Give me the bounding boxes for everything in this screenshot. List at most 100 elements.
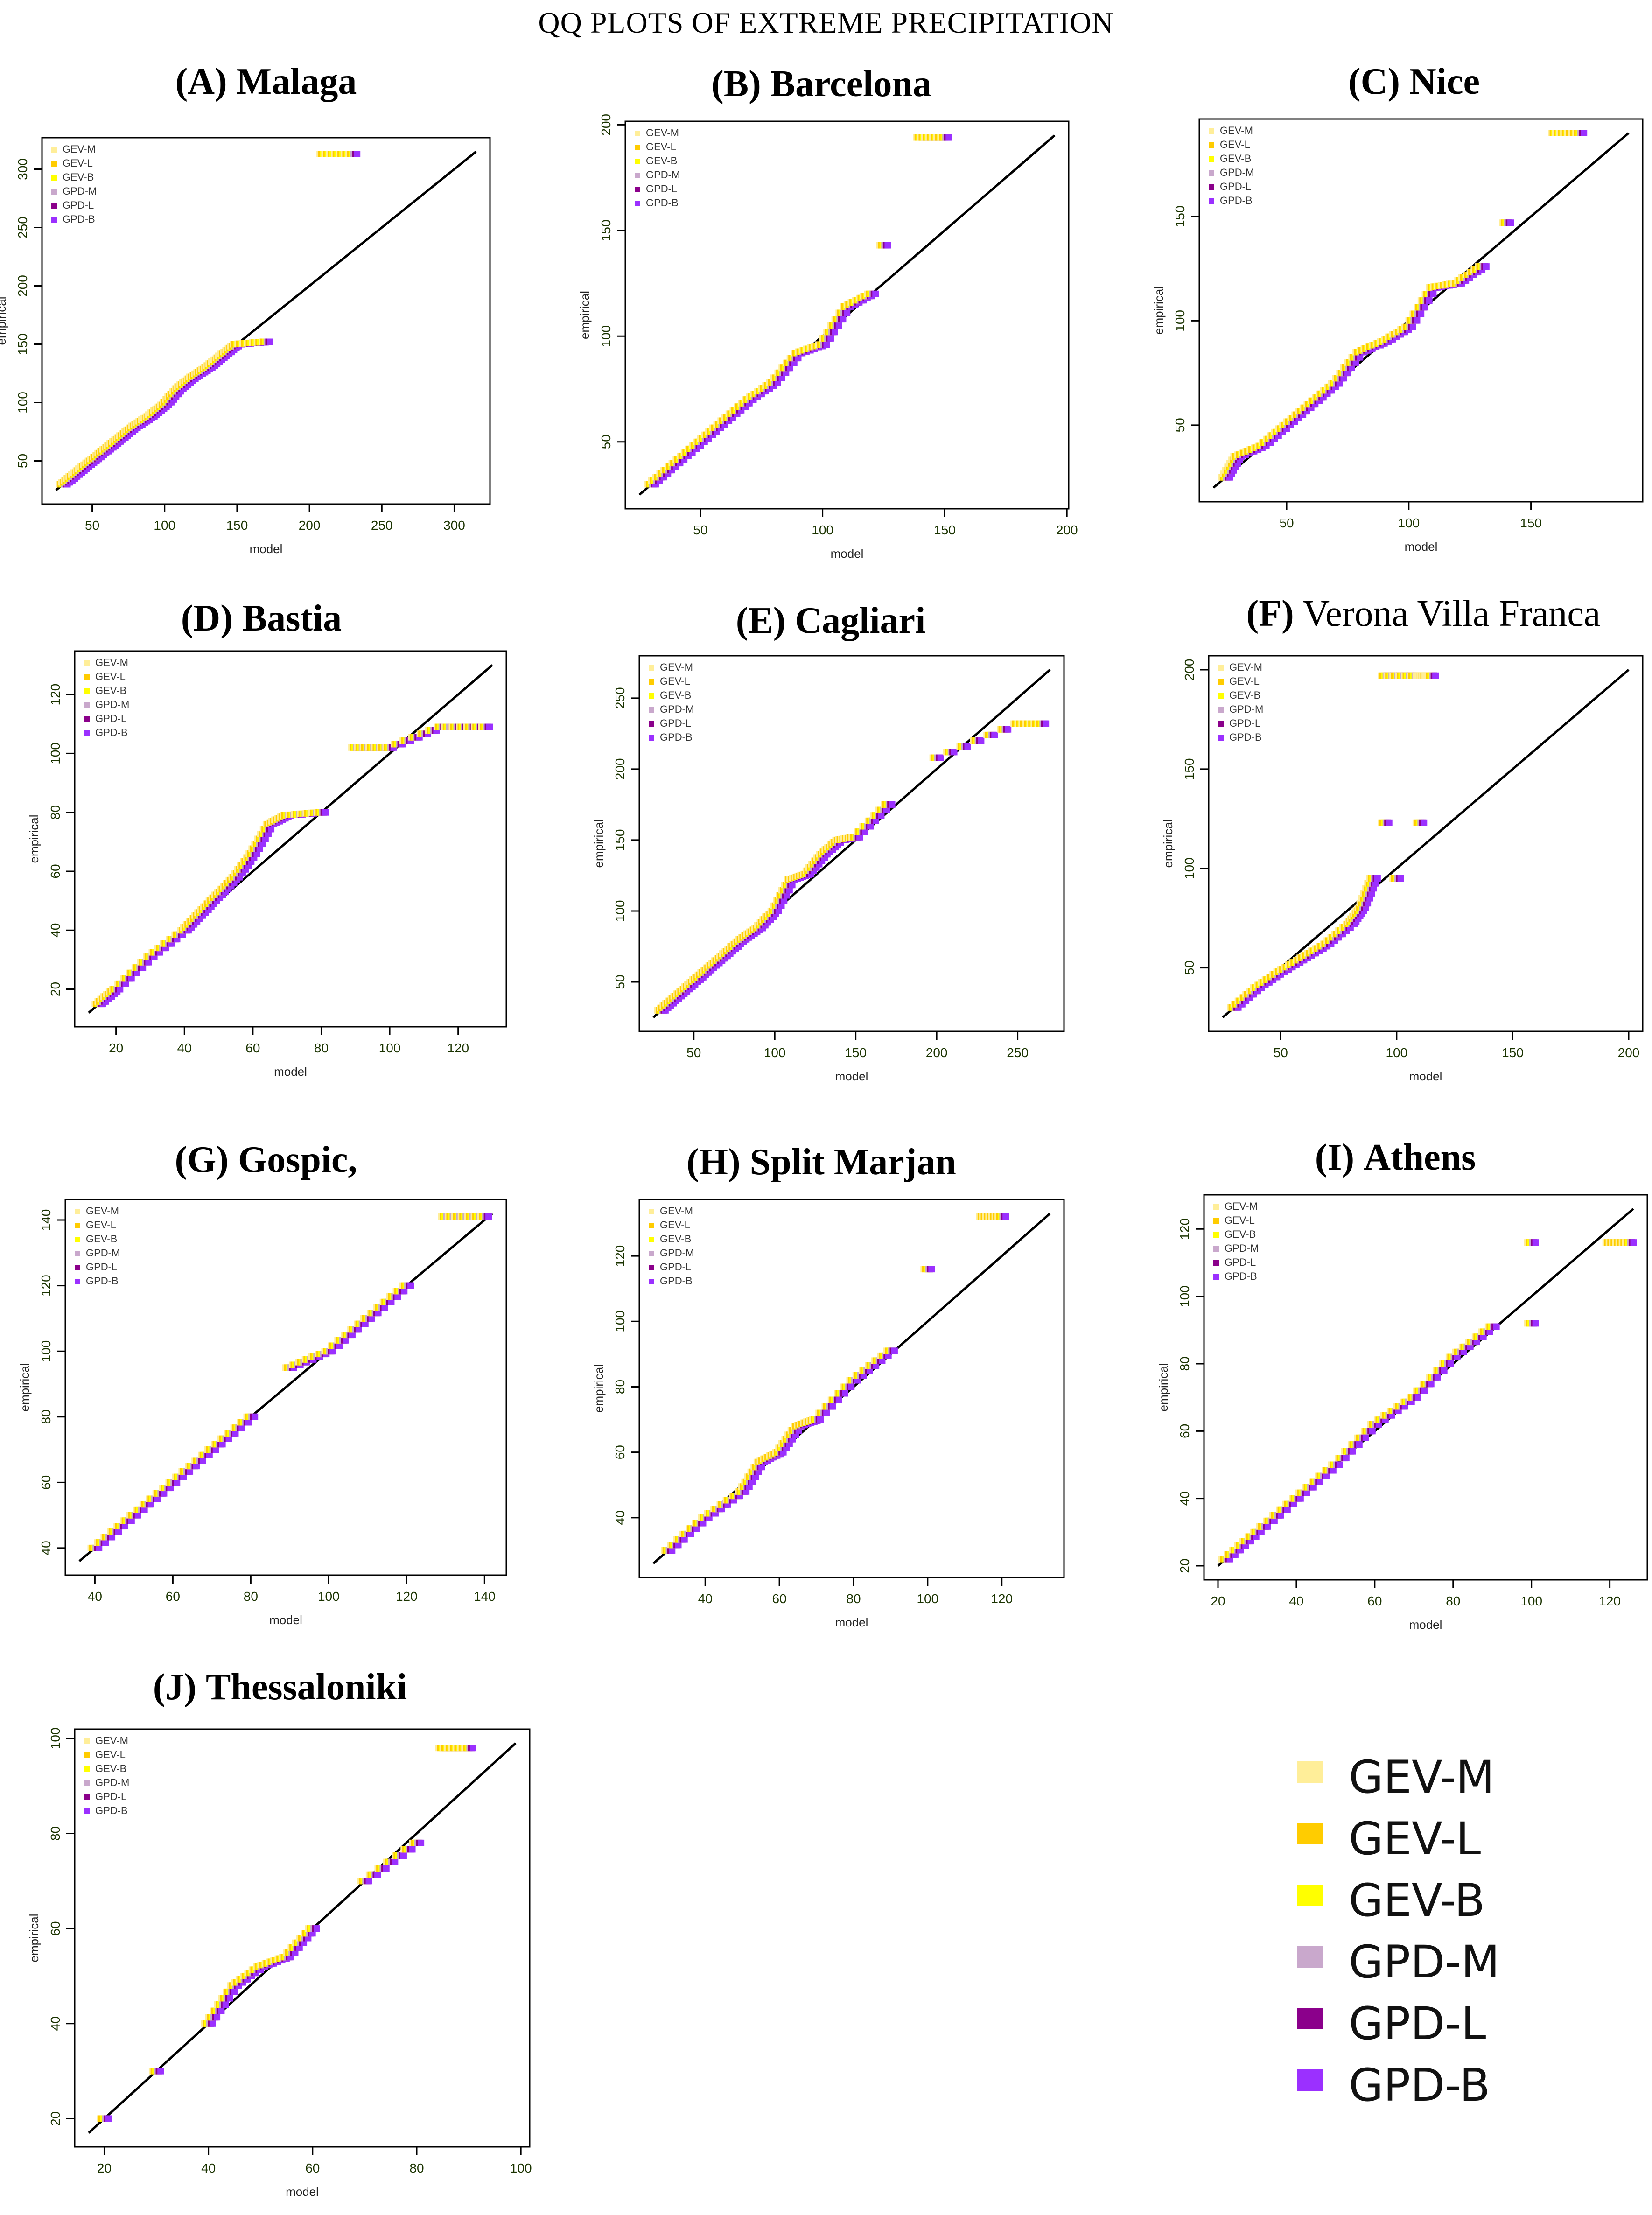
legend-label: GPD-M bbox=[646, 169, 680, 181]
y-tick-label: 80 bbox=[48, 1826, 63, 1841]
x-tick-label: 100 bbox=[812, 523, 833, 537]
plot-frame bbox=[638, 1199, 1065, 1578]
qq-point bbox=[1336, 380, 1343, 387]
legend-swatch bbox=[1209, 170, 1214, 176]
y-tick-label: 40 bbox=[613, 1510, 627, 1525]
qq-point bbox=[1366, 895, 1373, 902]
legend-label: GEV-M bbox=[646, 127, 679, 139]
legend-label: GEV-L bbox=[660, 675, 690, 687]
legend-label: GPD-M bbox=[1229, 703, 1263, 715]
y-tick-label: 100 bbox=[1173, 310, 1187, 332]
qq-point bbox=[928, 1266, 935, 1273]
y-axis-label: empirical bbox=[0, 296, 8, 345]
qq-point bbox=[267, 338, 273, 345]
qq-point bbox=[1369, 1428, 1376, 1435]
legend-label: GEV-L bbox=[63, 157, 93, 169]
qq-point bbox=[861, 828, 868, 835]
legend-label: GPD-B bbox=[63, 213, 95, 225]
qq-point bbox=[848, 1383, 855, 1390]
panel-title-prefix: (A) bbox=[175, 61, 227, 102]
x-tick-label: 150 bbox=[1502, 1045, 1524, 1060]
qq-point bbox=[1630, 1239, 1637, 1246]
qq-plot-d: 20 40 60 80 100 120 20 40 60 80 100 120 model empiric… bbox=[27, 650, 507, 1079]
qq-point bbox=[161, 1490, 168, 1497]
qq-plot-g: 40 60 80 100 120 140 40 60 80 100 120 140 model empir… bbox=[18, 1199, 507, 1627]
qq-point bbox=[253, 850, 260, 857]
qq-point bbox=[1421, 1387, 1428, 1394]
panel-title-prefix: (C) bbox=[1348, 61, 1400, 102]
qq-point bbox=[860, 1372, 867, 1379]
qq-point bbox=[1336, 1461, 1343, 1468]
plot-legend: GEV-M GEV-L GEV-B GPD-M GPD-L GPD-B bbox=[1209, 125, 1254, 206]
legend-swatch bbox=[84, 1780, 90, 1786]
legend-label: GEV-B bbox=[646, 155, 677, 167]
legend-label: GEV-L bbox=[95, 671, 126, 682]
qq-point bbox=[866, 1367, 873, 1374]
big-legend-swatch bbox=[1297, 2069, 1323, 2091]
qq-points bbox=[1227, 672, 1439, 1011]
plot-frame bbox=[1203, 1194, 1648, 1581]
qq-point bbox=[1374, 875, 1381, 882]
x-tick-label: 120 bbox=[1599, 1594, 1621, 1608]
legend-label: GPD-L bbox=[660, 1261, 691, 1273]
legend-label: GEV-B bbox=[1229, 689, 1260, 701]
y-tick-label: 40 bbox=[48, 923, 63, 938]
qq-points bbox=[661, 1213, 1009, 1554]
y-tick-label: 150 bbox=[1173, 205, 1187, 227]
legend-swatch bbox=[84, 1808, 90, 1814]
qq-point bbox=[1349, 1448, 1356, 1455]
qq-point bbox=[1284, 1506, 1291, 1513]
qq-point bbox=[883, 806, 890, 813]
qq-point bbox=[140, 964, 147, 971]
legend-swatch bbox=[84, 730, 90, 736]
legend-swatch bbox=[1213, 1260, 1219, 1266]
x-tick-label: 60 bbox=[1367, 1594, 1382, 1608]
qq-point bbox=[1370, 885, 1377, 892]
legend-swatch bbox=[649, 735, 654, 741]
big-legend-swatch bbox=[1297, 1761, 1323, 1783]
qq-point bbox=[368, 1315, 375, 1322]
legend-label: GPD-M bbox=[660, 703, 694, 715]
y-tick-label: 50 bbox=[15, 454, 30, 468]
qq-point bbox=[1368, 890, 1375, 897]
qq-point bbox=[889, 801, 896, 808]
y-axis-label: empirical bbox=[27, 814, 41, 863]
qq-point bbox=[1460, 1348, 1467, 1355]
y-tick-label: 40 bbox=[39, 1541, 53, 1555]
qq-point bbox=[1258, 1528, 1265, 1535]
x-tick-label: 40 bbox=[1289, 1594, 1303, 1608]
panel-title-prefix: (J) bbox=[153, 1667, 196, 1708]
qq-point bbox=[835, 322, 842, 329]
x-tick-label: 40 bbox=[177, 1041, 192, 1055]
x-tick-label: 140 bbox=[474, 1589, 496, 1604]
qq-point bbox=[1362, 904, 1369, 911]
plot-legend: GEV-M GEV-L GEV-B GPD-M GPD-L GPD-B bbox=[649, 1205, 694, 1287]
plot-frame bbox=[74, 1728, 531, 2148]
qq-point bbox=[831, 329, 838, 336]
legend-swatch bbox=[75, 1251, 80, 1256]
qq-point bbox=[1352, 359, 1359, 366]
qq-point bbox=[1486, 1328, 1493, 1335]
qq-point bbox=[789, 882, 796, 889]
panel-title-b: (B) Barcelona bbox=[495, 63, 1148, 105]
qq-point bbox=[1434, 1374, 1441, 1381]
y-axis-label: empirical bbox=[18, 1363, 32, 1411]
qq-point bbox=[827, 335, 834, 342]
qq-point bbox=[823, 1409, 830, 1416]
plot-frame bbox=[1198, 118, 1644, 503]
qq-point bbox=[829, 1403, 836, 1410]
big-legend-label: GEV-L bbox=[1349, 1813, 1481, 1865]
qq-point bbox=[214, 2014, 221, 2021]
y-tick-label: 80 bbox=[48, 805, 63, 820]
x-tick-label: 50 bbox=[85, 518, 99, 533]
legend-label: GPD-L bbox=[95, 713, 126, 724]
qq-point bbox=[313, 1925, 320, 1932]
qq-point bbox=[231, 1988, 238, 1995]
legend-label: GEV-M bbox=[95, 657, 128, 668]
x-tick-label: 300 bbox=[443, 518, 465, 533]
qq-point bbox=[226, 1995, 233, 2002]
legend-swatch bbox=[75, 1209, 80, 1214]
legend-label: GPD-L bbox=[1225, 1256, 1256, 1268]
legend-swatch bbox=[51, 147, 57, 153]
legend-label: GPD-L bbox=[86, 1261, 117, 1273]
